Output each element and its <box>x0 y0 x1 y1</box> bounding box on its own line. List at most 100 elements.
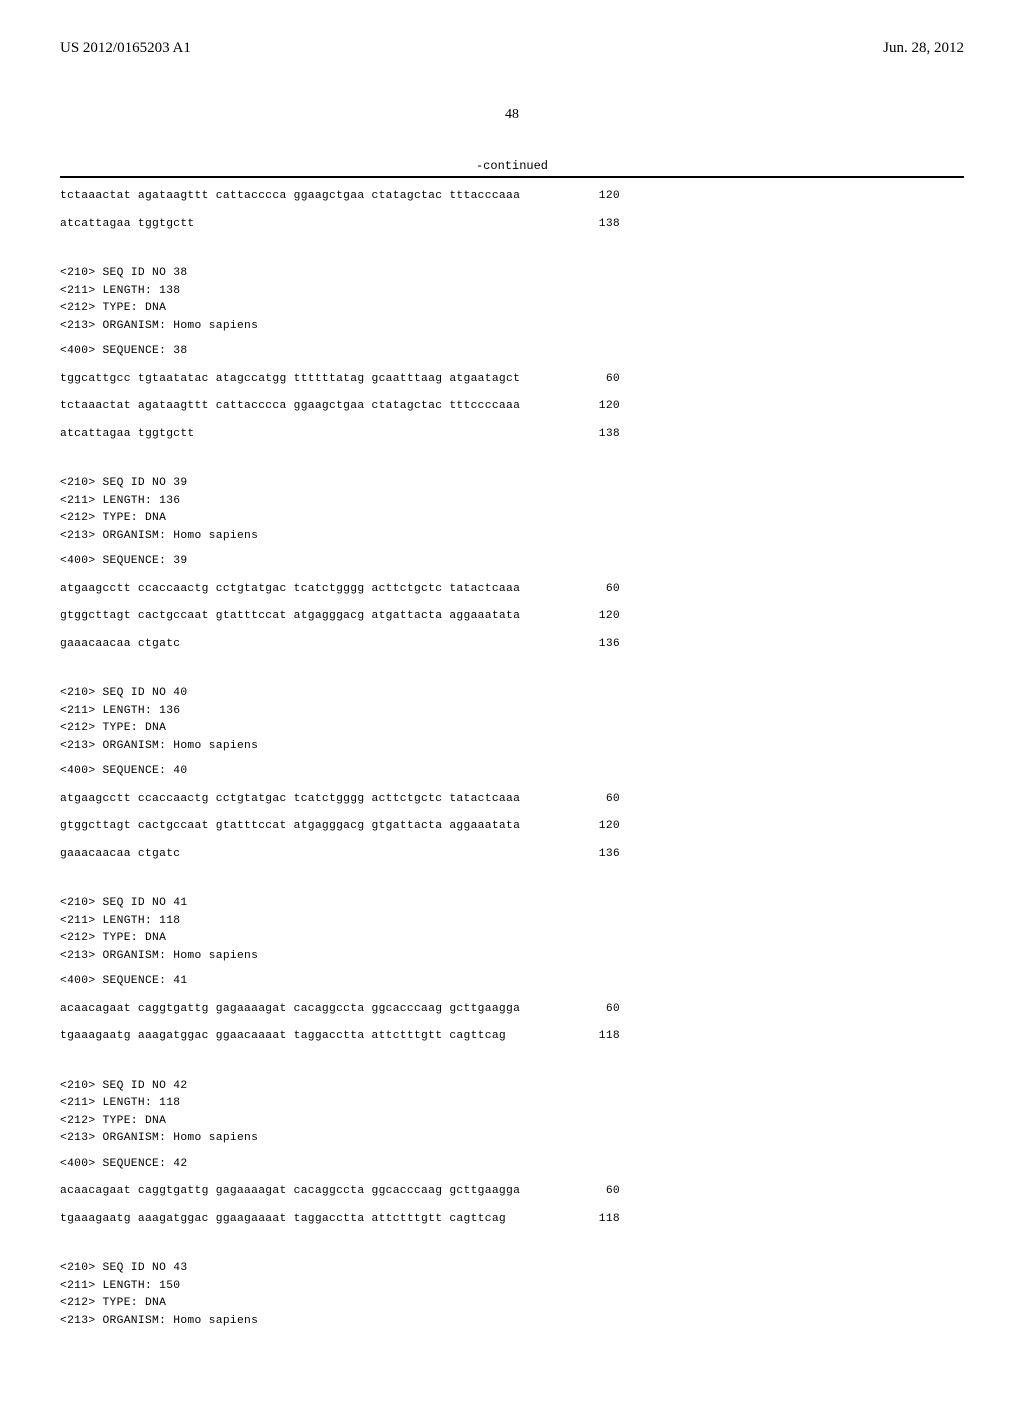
horizontal-rule <box>60 176 964 178</box>
sequence-line: gaaacaacaa ctgatc 136 <box>60 636 620 654</box>
sequence-line: tggcattgcc tgtaatatac atagccatgg tttttta… <box>60 371 620 389</box>
sequence-meta-line: <400> SEQUENCE: 41 <box>60 973 964 991</box>
sequence-block: <210> SEQ ID NO 38<211> LENGTH: 138<212>… <box>60 265 964 443</box>
sequence-text: acaacagaat caggtgattg gagaaaagat cacaggc… <box>60 1183 520 1201</box>
spacer <box>60 416 964 426</box>
sequence-meta-line <box>60 965 964 973</box>
sequence-meta-line: <212> TYPE: DNA <box>60 1295 964 1313</box>
sequence-meta-line <box>60 755 964 763</box>
block-spacer <box>60 251 964 265</box>
spacer <box>60 206 964 216</box>
sequence-position: 138 <box>584 426 620 444</box>
sequence-text: tggcattgcc tgtaatatac atagccatgg tttttta… <box>60 371 520 389</box>
sequence-text: atcattagaa tggtgctt <box>60 426 195 444</box>
block-spacer <box>60 1064 964 1078</box>
sequence-meta-line: <210> SEQ ID NO 38 <box>60 265 964 283</box>
sequence-meta-line: <210> SEQ ID NO 40 <box>60 685 964 703</box>
sequence-line: acaacagaat caggtgattg gagaaaagat cacaggc… <box>60 1183 620 1201</box>
sequence-line: gtggcttagt cactgccaat gtatttccat atgaggg… <box>60 608 620 626</box>
sequence-meta-line: <210> SEQ ID NO 42 <box>60 1078 964 1096</box>
sequence-position: 120 <box>584 818 620 836</box>
sequence-text: tgaaagaatg aaagatggac ggaacaaaat taggacc… <box>60 1028 506 1046</box>
sequence-meta-line: <212> TYPE: DNA <box>60 510 964 528</box>
spacer <box>60 598 964 608</box>
sequence-line: gaaacaacaa ctgatc136 <box>60 846 620 864</box>
continued-label: -continued <box>60 159 964 176</box>
page-number: 48 <box>60 107 964 123</box>
sequence-position: 120 <box>584 398 620 416</box>
sequence-position: 118 <box>584 1028 620 1046</box>
sequence-line: tgaaagaatg aaagatggac ggaacaaaat taggacc… <box>60 1028 620 1046</box>
block-spacer <box>60 1246 964 1260</box>
sequence-meta-line <box>60 1148 964 1156</box>
sequence-meta-line: <212> TYPE: DNA <box>60 930 964 948</box>
block-spacer <box>60 1348 964 1362</box>
sequence-meta-line: <400> SEQUENCE: 40 <box>60 763 964 781</box>
sequence-position: 60 <box>584 791 620 809</box>
sequence-text: atgaagcctt ccaccaactg cctgtatgac tcatctg… <box>60 581 520 599</box>
sequence-text: tctaaactat agataagttt cattacccca ggaagct… <box>60 188 520 206</box>
spacer <box>60 991 964 1001</box>
block-spacer <box>60 671 964 685</box>
sequence-text: gaaacaacaa ctgatc <box>60 636 180 654</box>
sequence-meta-line: <213> ORGANISM: Homo sapiens <box>60 948 964 966</box>
sequence-meta-line: <212> TYPE: DNA <box>60 300 964 318</box>
spacer <box>60 808 964 818</box>
sequence-line: tctaaactat agataagttt cattacccca ggaagct… <box>60 398 620 416</box>
sequence-meta-line: <211> LENGTH: 136 <box>60 703 964 721</box>
sequence-line: atcattagaa tggtgctt 138 <box>60 216 620 234</box>
spacer <box>60 361 964 371</box>
sequence-meta-line: <212> TYPE: DNA <box>60 720 964 738</box>
sequence-text: gtggcttagt cactgccaat gtatttccat atgaggg… <box>60 818 520 836</box>
sequence-position: 136 <box>584 636 620 654</box>
sequence-text: atcattagaa tggtgctt <box>60 216 195 234</box>
sequence-meta-line: <210> SEQ ID NO 39 <box>60 475 964 493</box>
sequence-meta-line: <213> ORGANISM: Homo sapiens <box>60 1130 964 1148</box>
sequence-meta-line: <400> SEQUENCE: 42 <box>60 1156 964 1174</box>
sequence-meta-line: <213> ORGANISM: Homo sapiens <box>60 528 964 546</box>
spacer <box>60 781 964 791</box>
block-spacer <box>60 461 964 475</box>
spacer <box>60 626 964 636</box>
sequence-text: atgaagcctt ccaccaactg cctgtatgac tcatctg… <box>60 791 520 809</box>
sequence-meta-line: <211> LENGTH: 150 <box>60 1278 964 1296</box>
sequence-text: gaaacaacaa ctgatc <box>60 846 180 864</box>
sequence-position: 138 <box>584 216 620 234</box>
sequence-position: 60 <box>584 581 620 599</box>
page-header: US 2012/0165203 A1 Jun. 28, 2012 <box>60 40 964 57</box>
sequence-block: <210> SEQ ID NO 40<211> LENGTH: 136<212>… <box>60 685 964 863</box>
spacer <box>60 836 964 846</box>
sequence-text: acaacagaat caggtgattg gagaaaagat cacaggc… <box>60 1001 520 1019</box>
sequence-meta-line: <213> ORGANISM: Homo sapiens <box>60 1313 964 1331</box>
sequence-meta-line: <400> SEQUENCE: 39 <box>60 553 964 571</box>
sequence-position: 60 <box>584 1183 620 1201</box>
spacer <box>60 1018 964 1028</box>
sequence-meta-line: <211> LENGTH: 118 <box>60 913 964 931</box>
sequence-line: tctaaactat agataagttt cattacccca ggaagct… <box>60 188 620 206</box>
spacer <box>60 1201 964 1211</box>
sequence-text: gtggcttagt cactgccaat gtatttccat atgaggg… <box>60 608 520 626</box>
sequence-meta-line: <213> ORGANISM: Homo sapiens <box>60 318 964 336</box>
sequence-listing: tctaaactat agataagttt cattacccca ggaagct… <box>60 188 964 1362</box>
sequence-text: tgaaagaatg aaagatggac ggaagaaaat taggacc… <box>60 1211 506 1229</box>
publication-date: Jun. 28, 2012 <box>883 40 964 57</box>
publication-number: US 2012/0165203 A1 <box>60 40 191 57</box>
sequence-line: atgaagcctt ccaccaactg cctgtatgac tcatctg… <box>60 581 620 599</box>
sequence-position: 60 <box>584 371 620 389</box>
sequence-position: 120 <box>584 188 620 206</box>
sequence-meta-line <box>60 335 964 343</box>
sequence-line: atcattagaa tggtgctt 138 <box>60 426 620 444</box>
sequence-meta-line: <210> SEQ ID NO 41 <box>60 895 964 913</box>
sequence-meta-line <box>60 545 964 553</box>
spacer <box>60 571 964 581</box>
sequence-block: <210> SEQ ID NO 42<211> LENGTH: 118<212>… <box>60 1078 964 1229</box>
sequence-meta-line: <211> LENGTH: 118 <box>60 1095 964 1113</box>
sequence-text: tctaaactat agataagttt cattacccca ggaagct… <box>60 398 520 416</box>
sequence-block: tctaaactat agataagttt cattacccca ggaagct… <box>60 188 964 233</box>
sequence-line: atgaagcctt ccaccaactg cctgtatgac tcatctg… <box>60 791 620 809</box>
page-container: US 2012/0165203 A1 Jun. 28, 2012 48 -con… <box>0 0 1024 1402</box>
sequence-position: 60 <box>584 1001 620 1019</box>
spacer <box>60 1173 964 1183</box>
sequence-meta-line: <212> TYPE: DNA <box>60 1113 964 1131</box>
sequence-meta-line: <210> SEQ ID NO 43 <box>60 1260 964 1278</box>
